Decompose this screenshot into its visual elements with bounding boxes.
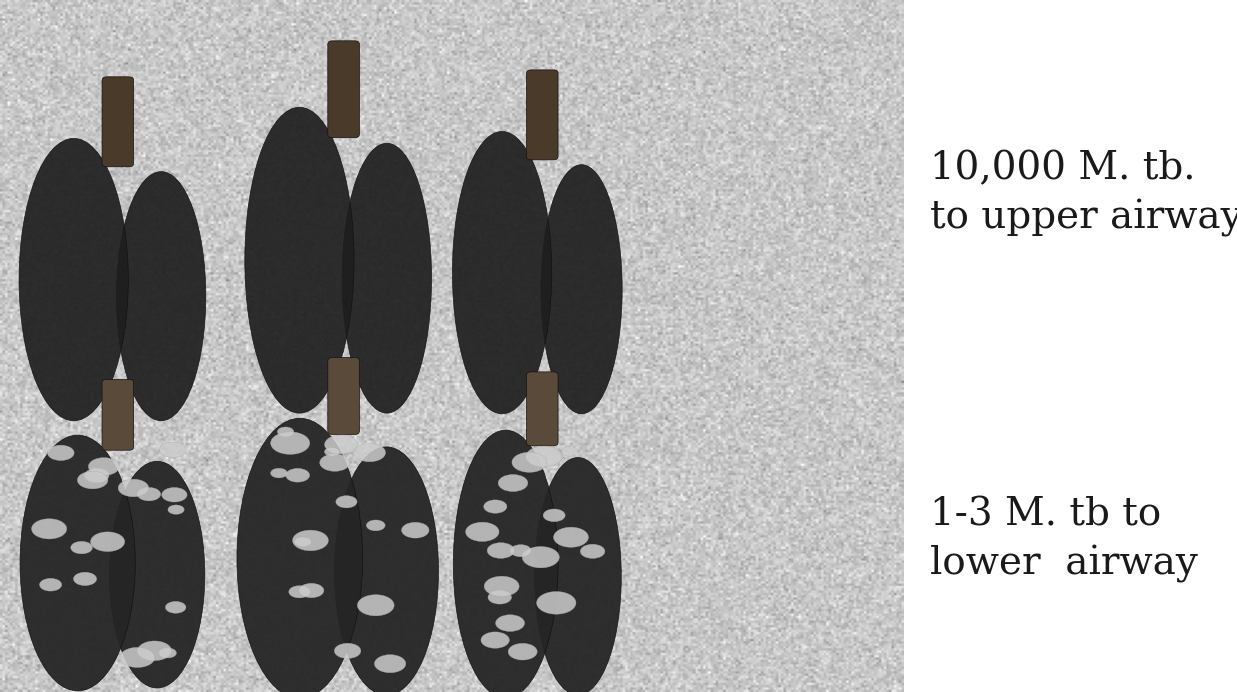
Ellipse shape: [484, 576, 520, 597]
FancyBboxPatch shape: [527, 70, 558, 160]
Ellipse shape: [512, 453, 547, 473]
Ellipse shape: [277, 427, 294, 437]
Ellipse shape: [160, 648, 177, 658]
Ellipse shape: [481, 632, 510, 648]
Ellipse shape: [562, 446, 578, 456]
Ellipse shape: [335, 495, 357, 508]
Ellipse shape: [354, 444, 386, 462]
Ellipse shape: [168, 505, 184, 514]
Ellipse shape: [119, 479, 148, 497]
Ellipse shape: [324, 448, 340, 456]
Ellipse shape: [162, 487, 187, 502]
Ellipse shape: [534, 457, 621, 692]
Ellipse shape: [319, 454, 350, 471]
Ellipse shape: [288, 585, 310, 598]
Ellipse shape: [334, 447, 438, 692]
Ellipse shape: [553, 527, 589, 547]
Ellipse shape: [580, 545, 605, 558]
Ellipse shape: [357, 594, 395, 616]
Ellipse shape: [120, 648, 155, 668]
Ellipse shape: [484, 500, 507, 513]
Ellipse shape: [166, 601, 186, 613]
Ellipse shape: [465, 522, 499, 541]
Ellipse shape: [375, 655, 406, 673]
Ellipse shape: [90, 532, 125, 552]
Ellipse shape: [32, 519, 67, 539]
FancyBboxPatch shape: [101, 77, 134, 167]
Ellipse shape: [160, 442, 187, 457]
Ellipse shape: [453, 131, 552, 414]
Ellipse shape: [286, 468, 309, 482]
Ellipse shape: [84, 468, 109, 482]
Ellipse shape: [402, 522, 429, 538]
Ellipse shape: [541, 165, 622, 414]
Ellipse shape: [508, 644, 537, 660]
Ellipse shape: [526, 446, 562, 467]
Ellipse shape: [496, 614, 524, 631]
FancyBboxPatch shape: [527, 372, 558, 446]
Ellipse shape: [487, 590, 511, 604]
Ellipse shape: [245, 107, 354, 413]
Ellipse shape: [294, 537, 312, 547]
Ellipse shape: [366, 520, 385, 531]
Ellipse shape: [543, 509, 565, 522]
Ellipse shape: [299, 583, 324, 598]
Ellipse shape: [19, 138, 129, 421]
Text: 1-3 M. tb to
lower  airway: 1-3 M. tb to lower airway: [930, 496, 1197, 583]
Ellipse shape: [78, 471, 108, 489]
Ellipse shape: [499, 475, 528, 491]
Ellipse shape: [487, 543, 515, 558]
Ellipse shape: [522, 547, 559, 568]
FancyBboxPatch shape: [328, 358, 360, 435]
Ellipse shape: [238, 418, 362, 692]
Ellipse shape: [109, 462, 205, 688]
Text: 10,000 M. tb.
to upper airway: 10,000 M. tb. to upper airway: [930, 150, 1237, 237]
Ellipse shape: [116, 172, 205, 421]
FancyBboxPatch shape: [101, 379, 134, 450]
Ellipse shape: [343, 143, 432, 413]
Ellipse shape: [71, 541, 93, 554]
Ellipse shape: [537, 592, 576, 614]
Ellipse shape: [453, 430, 558, 692]
Ellipse shape: [40, 579, 62, 591]
FancyBboxPatch shape: [328, 41, 360, 138]
Ellipse shape: [510, 545, 531, 557]
Ellipse shape: [137, 487, 161, 501]
Ellipse shape: [271, 432, 309, 455]
Ellipse shape: [334, 644, 361, 659]
Ellipse shape: [73, 572, 96, 585]
Ellipse shape: [137, 641, 172, 661]
Ellipse shape: [271, 468, 287, 478]
Ellipse shape: [20, 435, 135, 691]
Ellipse shape: [292, 530, 328, 551]
Ellipse shape: [88, 457, 119, 475]
Ellipse shape: [47, 445, 74, 460]
Ellipse shape: [324, 435, 357, 454]
